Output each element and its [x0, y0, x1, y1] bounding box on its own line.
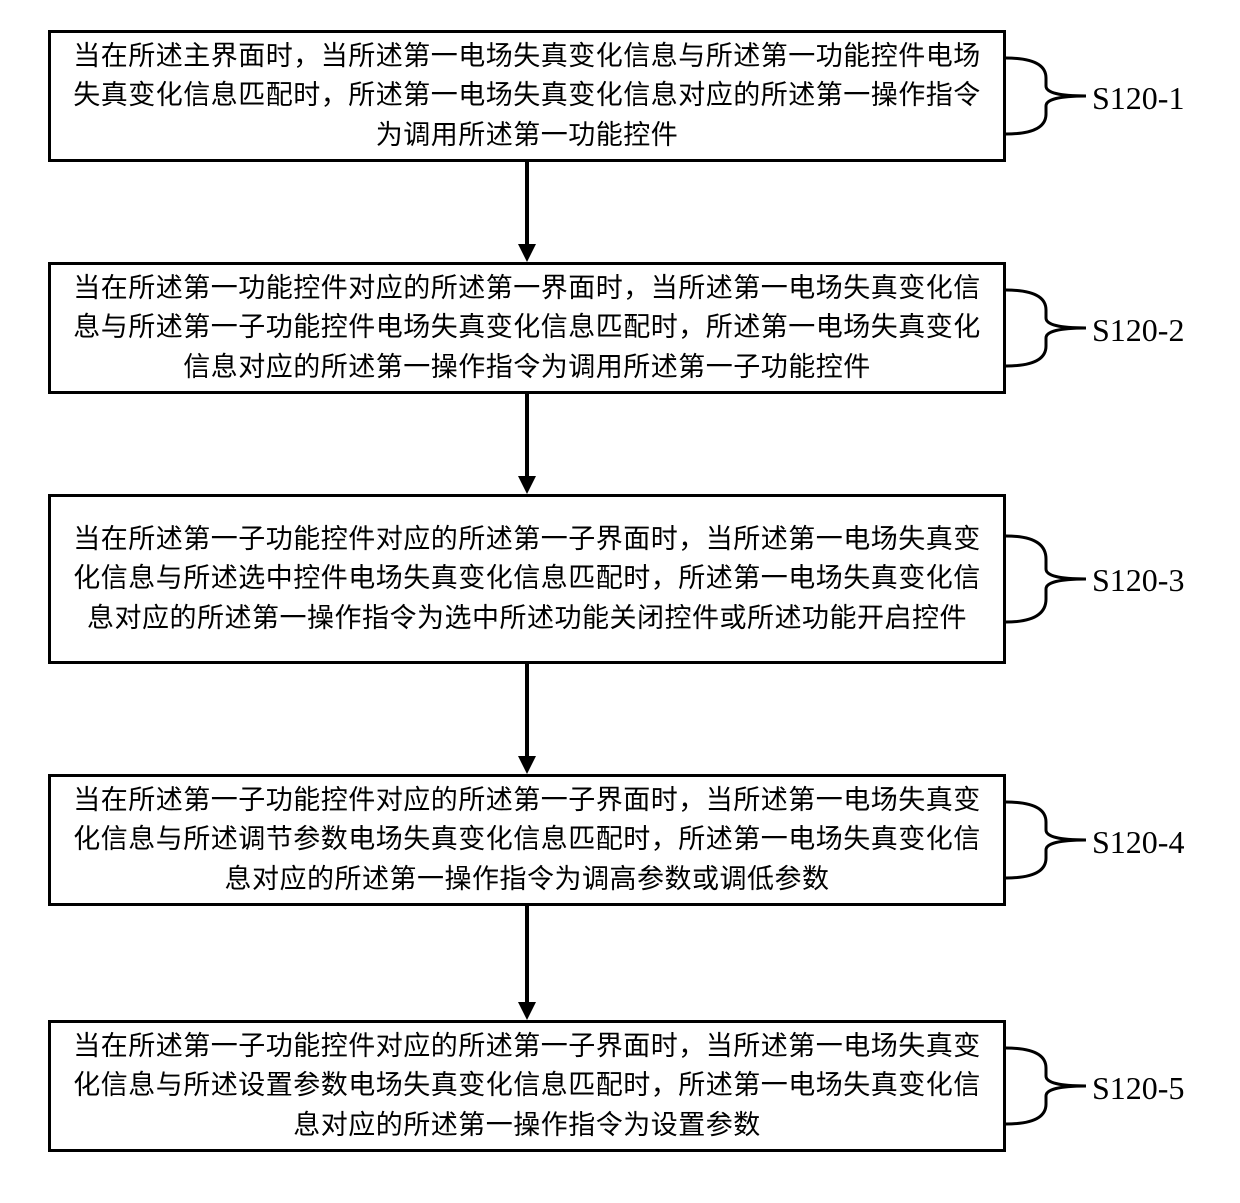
arrow-4-5-head [518, 1002, 536, 1020]
arrow-2-3-line [525, 394, 529, 476]
arrow-1-2-line [525, 162, 529, 244]
flow-label-3: S120-3 [1092, 562, 1184, 599]
brace-4 [1006, 792, 1086, 888]
flow-node-3-text: 当在所述第一子功能控件对应的所述第一子界面时，当所述第一电场失真变化信息与所述选… [71, 520, 983, 637]
brace-5 [1006, 1038, 1086, 1134]
flow-node-3: 当在所述第一子功能控件对应的所述第一子界面时，当所述第一电场失真变化信息与所述选… [48, 494, 1006, 664]
arrow-3-4-line [525, 664, 529, 756]
flow-node-5-text: 当在所述第一子功能控件对应的所述第一子界面时，当所述第一电场失真变化信息与所述设… [71, 1027, 983, 1144]
flowchart-canvas: 当在所述主界面时，当所述第一电场失真变化信息与所述第一功能控件电场失真变化信息匹… [0, 0, 1240, 1203]
flow-label-1: S120-1 [1092, 80, 1184, 117]
flow-node-1-text: 当在所述主界面时，当所述第一电场失真变化信息与所述第一功能控件电场失真变化信息匹… [71, 37, 983, 154]
arrow-2-3-head [518, 476, 536, 494]
flow-node-5: 当在所述第一子功能控件对应的所述第一子界面时，当所述第一电场失真变化信息与所述设… [48, 1020, 1006, 1152]
flow-label-2: S120-2 [1092, 312, 1184, 349]
flow-node-2-text: 当在所述第一功能控件对应的所述第一界面时，当所述第一电场失真变化信息与所述第一子… [71, 269, 983, 386]
flow-label-5: S120-5 [1092, 1070, 1184, 1107]
flow-node-4: 当在所述第一子功能控件对应的所述第一子界面时，当所述第一电场失真变化信息与所述调… [48, 774, 1006, 906]
brace-2 [1006, 280, 1086, 376]
brace-1 [1006, 48, 1086, 144]
brace-3 [1006, 524, 1086, 634]
arrow-3-4-head [518, 756, 536, 774]
arrow-4-5-line [525, 906, 529, 1002]
flow-node-1: 当在所述主界面时，当所述第一电场失真变化信息与所述第一功能控件电场失真变化信息匹… [48, 30, 1006, 162]
flow-node-2: 当在所述第一功能控件对应的所述第一界面时，当所述第一电场失真变化信息与所述第一子… [48, 262, 1006, 394]
arrow-1-2-head [518, 244, 536, 262]
flow-node-4-text: 当在所述第一子功能控件对应的所述第一子界面时，当所述第一电场失真变化信息与所述调… [71, 781, 983, 898]
flow-label-4: S120-4 [1092, 824, 1184, 861]
